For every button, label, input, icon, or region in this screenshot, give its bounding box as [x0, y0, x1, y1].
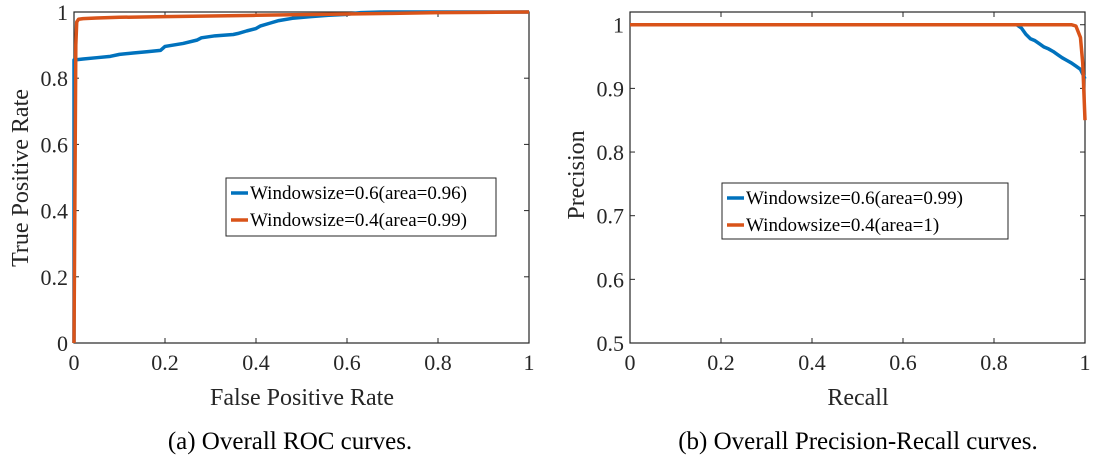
roc-legend: Windowsize=0.6(area=0.96) Windowsize=0.4… — [225, 177, 497, 237]
roc-x-axis-label: False Positive Rate — [210, 385, 394, 411]
roc-panel: 0 0.2 0.4 0.6 0.8 1 0 0.2 0.4 0.6 0.8 1 False Posit… — [8, 0, 535, 455]
pr-legend: Windowsize=0.6(area=0.99) Windowsize=0.4… — [721, 182, 1009, 240]
pr-ticks: 0 0.2 0.4 0.6 0.8 1 0.5 0.6 0.7 0.8 0.9 1 — [597, 12, 1091, 375]
pr-series-group — [630, 22, 1087, 121]
roc-x-tick-label: 0.4 — [242, 350, 270, 375]
pr-panel: 0 0.2 0.4 0.6 0.8 1 0.5 0.6 0.7 0.8 0.9 1 Recall Pr… — [564, 11, 1091, 455]
roc-y-tick-label: 0.6 — [41, 132, 69, 157]
pr-y-tick-label: 0.6 — [597, 267, 625, 292]
roc-legend-label-1: Windowsize=0.4(area=0.99) — [250, 210, 467, 231]
roc-x-tick-label: 0.2 — [151, 350, 179, 375]
pr-x-tick-label: 0.2 — [707, 350, 735, 375]
pr-x-tick-label: 0 — [625, 350, 636, 375]
pr-x-tick-label: 0.6 — [889, 350, 917, 375]
roc-y-tick-label: 0 — [57, 331, 68, 356]
pr-y-tick-label: 0.7 — [597, 204, 625, 229]
pr-y-tick-label: 0.8 — [597, 140, 625, 165]
roc-y-tick-label: 0.4 — [41, 199, 69, 224]
pr-x-tick-label: 0.8 — [980, 350, 1008, 375]
roc-series-group — [72, 10, 530, 344]
pr-y-tick-label: 1 — [613, 13, 624, 38]
roc-y-axis-label: True Positive Rate — [8, 89, 34, 267]
roc-caption: (a) Overall ROC curves. — [168, 428, 412, 455]
pr-x-axis-label: Recall — [827, 385, 889, 411]
roc-legend-label-0: Windowsize=0.6(area=0.96) — [250, 183, 467, 204]
pr-x-tick-label: 0.4 — [798, 350, 826, 375]
pr-caption: (b) Overall Precision-Recall curves. — [678, 428, 1038, 455]
pr-x-tick-label: 1 — [1080, 350, 1091, 375]
pr-plot-frame — [629, 11, 1086, 344]
pr-legend-label-1: Windowsize=0.4(area=1) — [746, 215, 939, 236]
pr-legend-box — [721, 182, 1009, 240]
roc-y-tick-label: 0.8 — [41, 66, 69, 91]
pr-series-line-1 — [630, 22, 1087, 121]
pr-legend-label-0: Windowsize=0.6(area=0.99) — [746, 188, 963, 209]
roc-x-tick-label: 1 — [524, 350, 535, 375]
pr-y-axis-label: Precision — [564, 130, 590, 219]
pr-y-tick-label: 0.9 — [597, 76, 625, 101]
roc-y-tick-label: 0.2 — [41, 265, 69, 290]
roc-x-tick-label: 0.8 — [424, 350, 452, 375]
roc-x-tick-label: 0.6 — [333, 350, 361, 375]
roc-legend-box — [225, 177, 497, 237]
roc-series-line-1 — [72, 10, 530, 344]
roc-x-tick-label: 0 — [69, 350, 80, 375]
roc-y-tick-label: 1 — [57, 0, 68, 25]
pr-y-tick-label: 0.5 — [597, 331, 625, 356]
roc-ticks: 0 0.2 0.4 0.6 0.8 1 0 0.2 0.4 0.6 0.8 1 — [41, 0, 535, 375]
